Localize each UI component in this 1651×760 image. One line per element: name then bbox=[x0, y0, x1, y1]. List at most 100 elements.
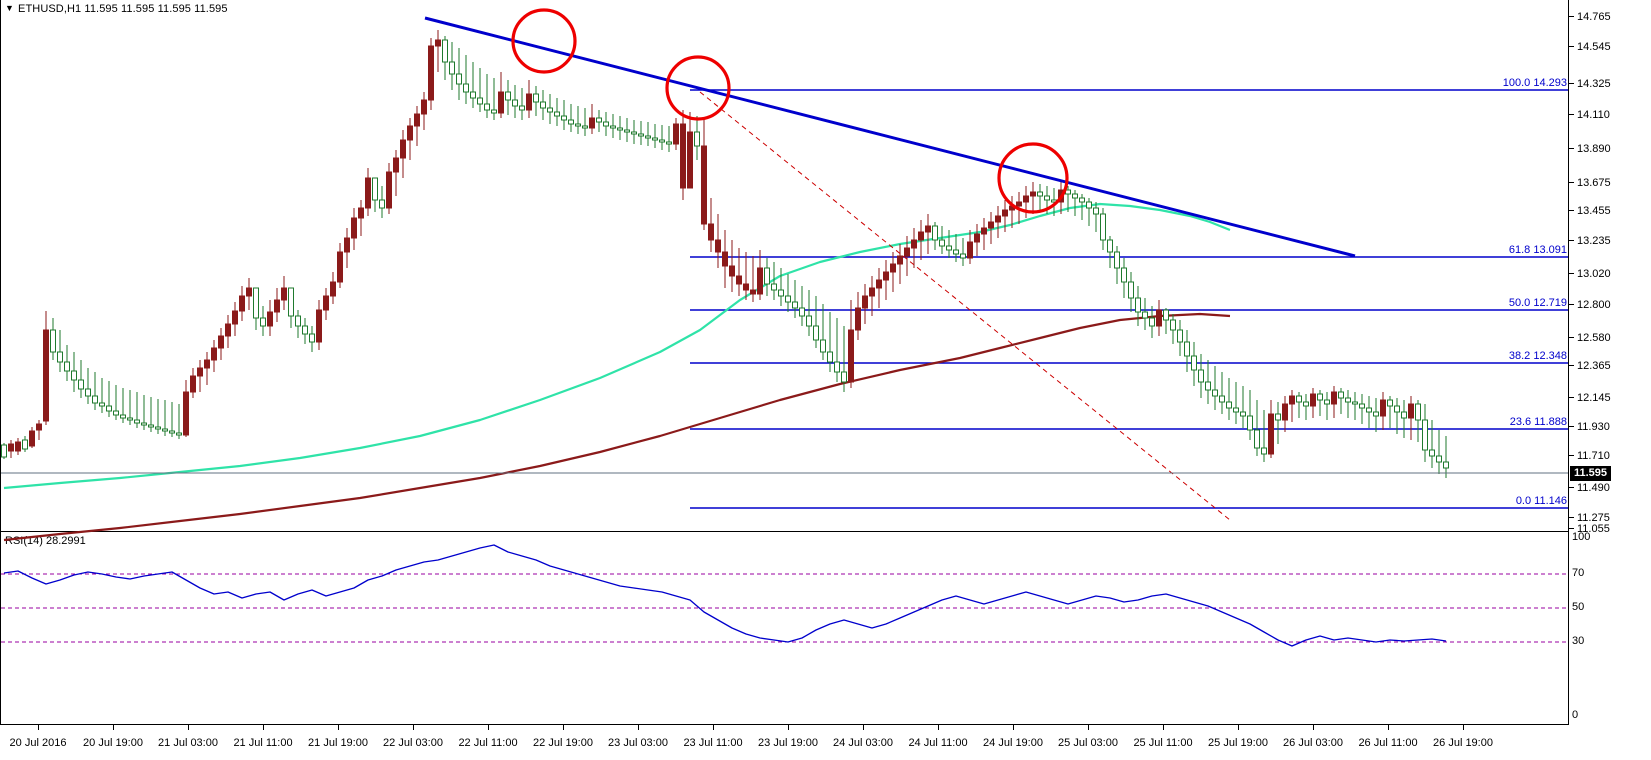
candle-body bbox=[1261, 447, 1267, 455]
candle-body bbox=[442, 39, 448, 63]
candle-body bbox=[631, 131, 637, 135]
annotation-circles-group bbox=[511, 8, 1069, 214]
candle-body bbox=[211, 347, 217, 361]
candle-body bbox=[617, 127, 623, 131]
candle-body bbox=[491, 109, 497, 114]
candle-body bbox=[1310, 393, 1316, 407]
price-tick-label: 13.020 bbox=[1577, 268, 1611, 280]
candle-body bbox=[1240, 411, 1246, 417]
time-tick-label: 25 Jul 11:00 bbox=[1133, 737, 1193, 749]
candle-body bbox=[1219, 395, 1225, 403]
ma-fast-line bbox=[3, 202, 1231, 490]
time-tick-label: 20 Jul 19:00 bbox=[83, 737, 143, 749]
candle-body bbox=[1289, 395, 1295, 405]
candle-body bbox=[1422, 419, 1428, 451]
price-tick-label: 14.765 bbox=[1577, 11, 1611, 23]
rejection-circle-2 bbox=[665, 55, 731, 121]
candle-body bbox=[1163, 309, 1169, 321]
candle-body bbox=[589, 117, 595, 129]
price-axis[interactable]: 14.765 14.545 14.325 14.110 13.890 13.675 13.4… bbox=[1569, 0, 1651, 725]
time-tick-label: 21 Jul 19:00 bbox=[308, 737, 368, 749]
candlestick-series bbox=[1, 30, 1449, 478]
candle-body bbox=[624, 129, 630, 133]
time-tick-label: 26 Jul 11:00 bbox=[1358, 737, 1418, 749]
symbol-header: ▼ ETHUSD,H1 11.595 11.595 11.595 11.595 bbox=[5, 3, 228, 15]
candle-body bbox=[225, 323, 231, 337]
candle-body bbox=[1373, 411, 1379, 417]
candle-body bbox=[1079, 197, 1085, 203]
candle-body bbox=[1205, 381, 1211, 391]
candle-body bbox=[113, 410, 119, 416]
candle-body bbox=[1093, 207, 1099, 215]
candle-body bbox=[862, 295, 868, 309]
candle-body bbox=[526, 93, 532, 111]
time-tick-label: 22 Jul 11:00 bbox=[458, 737, 518, 749]
candle-body bbox=[330, 281, 336, 297]
candle-body bbox=[127, 417, 133, 421]
candle-body bbox=[575, 123, 581, 127]
candle-body bbox=[1324, 399, 1330, 405]
breakdown-trendline[interactable] bbox=[699, 91, 1231, 521]
candle-body bbox=[806, 315, 812, 327]
rsi-bottom-separator bbox=[0, 724, 1569, 725]
candle-body bbox=[106, 405, 112, 412]
rsi-axis-label: 100 bbox=[1572, 531, 1591, 543]
time-tick-mark bbox=[1313, 725, 1314, 730]
candle-body bbox=[638, 133, 644, 137]
candle-body bbox=[1275, 413, 1281, 421]
candle-body bbox=[876, 279, 882, 289]
price-tick: 14.545 bbox=[1569, 41, 1611, 53]
candle-body bbox=[757, 267, 763, 295]
candle-body bbox=[533, 93, 539, 103]
candle-body bbox=[701, 145, 707, 225]
candle-body bbox=[1044, 195, 1050, 201]
candle-body bbox=[1359, 403, 1365, 409]
price-tick-label: 14.110 bbox=[1577, 109, 1610, 121]
fib-level-label: 50.0 12.719 bbox=[1508, 297, 1567, 309]
price-tick: 13.675 bbox=[1569, 177, 1611, 189]
time-tick-mark bbox=[188, 725, 189, 730]
candle-body bbox=[1100, 213, 1106, 241]
time-tick-label: 23 Jul 03:00 bbox=[608, 737, 668, 749]
candle-body bbox=[1338, 391, 1344, 399]
candle-body bbox=[1380, 399, 1386, 417]
price-tick: 12.365 bbox=[1569, 360, 1611, 372]
chevron-down-icon[interactable]: ▼ bbox=[5, 3, 15, 13]
candle-body bbox=[561, 115, 567, 121]
time-tick-label: 23 Jul 19:00 bbox=[758, 737, 818, 749]
rsi-axis-label: 30 bbox=[1572, 635, 1585, 647]
candle-body bbox=[827, 351, 833, 363]
candle-body bbox=[1072, 193, 1078, 199]
candle-body bbox=[946, 245, 952, 251]
resistance-trendline[interactable] bbox=[424, 16, 1356, 258]
price-tick-label: 12.365 bbox=[1577, 360, 1611, 372]
candle-body bbox=[463, 83, 469, 93]
candle-body bbox=[176, 432, 182, 436]
candle-body bbox=[568, 119, 574, 125]
candle-body bbox=[365, 177, 371, 209]
candle-body bbox=[1198, 369, 1204, 383]
candle-body bbox=[708, 223, 714, 241]
candle-body bbox=[764, 267, 770, 285]
candle-body bbox=[148, 424, 154, 428]
candle-body bbox=[1401, 411, 1407, 419]
candle-body bbox=[456, 73, 462, 85]
time-tick-mark bbox=[1163, 725, 1164, 730]
candle-body bbox=[1331, 391, 1337, 405]
candle-body bbox=[785, 295, 791, 303]
candle-body bbox=[477, 97, 483, 105]
time-axis[interactable]: 20 Jul 2016 20 Jul 19:00 21 Jul 03:00 21 Ju… bbox=[0, 725, 1651, 760]
time-tick-label: 26 Jul 03:00 bbox=[1283, 737, 1343, 749]
fib-level-label: 61.8 13.091 bbox=[1508, 244, 1567, 256]
candle-body bbox=[1114, 251, 1120, 269]
rejection-circle-1 bbox=[511, 8, 577, 74]
candle-body bbox=[204, 359, 210, 369]
candle-body bbox=[15, 441, 21, 452]
price-tick-label: 12.580 bbox=[1577, 332, 1611, 344]
rejection-circle-3 bbox=[997, 142, 1069, 214]
price-tick: 12.145 bbox=[1569, 392, 1611, 404]
candle-body bbox=[8, 443, 14, 452]
candle-body bbox=[820, 339, 826, 353]
candle-body bbox=[134, 419, 140, 424]
